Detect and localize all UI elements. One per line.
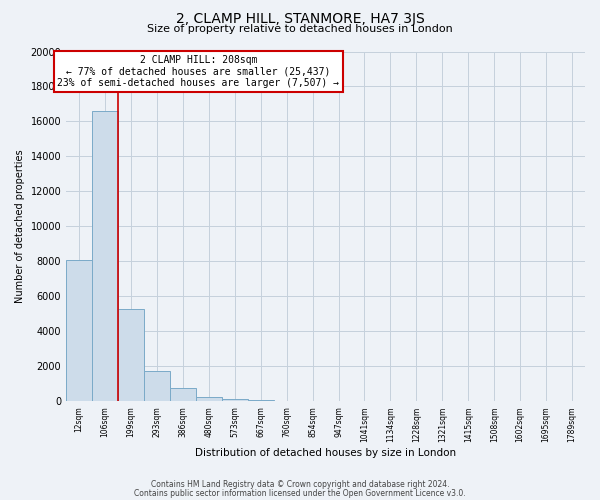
Bar xyxy=(144,371,170,402)
Text: Contains HM Land Registry data © Crown copyright and database right 2024.: Contains HM Land Registry data © Crown c… xyxy=(151,480,449,489)
Bar xyxy=(118,308,144,402)
Text: Contains public sector information licensed under the Open Government Licence v3: Contains public sector information licen… xyxy=(134,488,466,498)
Bar xyxy=(196,396,222,402)
Bar xyxy=(248,400,274,402)
Bar xyxy=(170,388,196,402)
Text: Size of property relative to detached houses in London: Size of property relative to detached ho… xyxy=(147,24,453,34)
Bar xyxy=(92,111,118,402)
Text: 2, CLAMP HILL, STANMORE, HA7 3JS: 2, CLAMP HILL, STANMORE, HA7 3JS xyxy=(176,12,424,26)
X-axis label: Distribution of detached houses by size in London: Distribution of detached houses by size … xyxy=(195,448,456,458)
Text: 2 CLAMP HILL: 208sqm
← 77% of detached houses are smaller (25,437)
23% of semi-d: 2 CLAMP HILL: 208sqm ← 77% of detached h… xyxy=(58,55,340,88)
Bar xyxy=(222,399,248,402)
Bar xyxy=(66,260,92,402)
Bar xyxy=(274,400,299,402)
Y-axis label: Number of detached properties: Number of detached properties xyxy=(15,150,25,304)
